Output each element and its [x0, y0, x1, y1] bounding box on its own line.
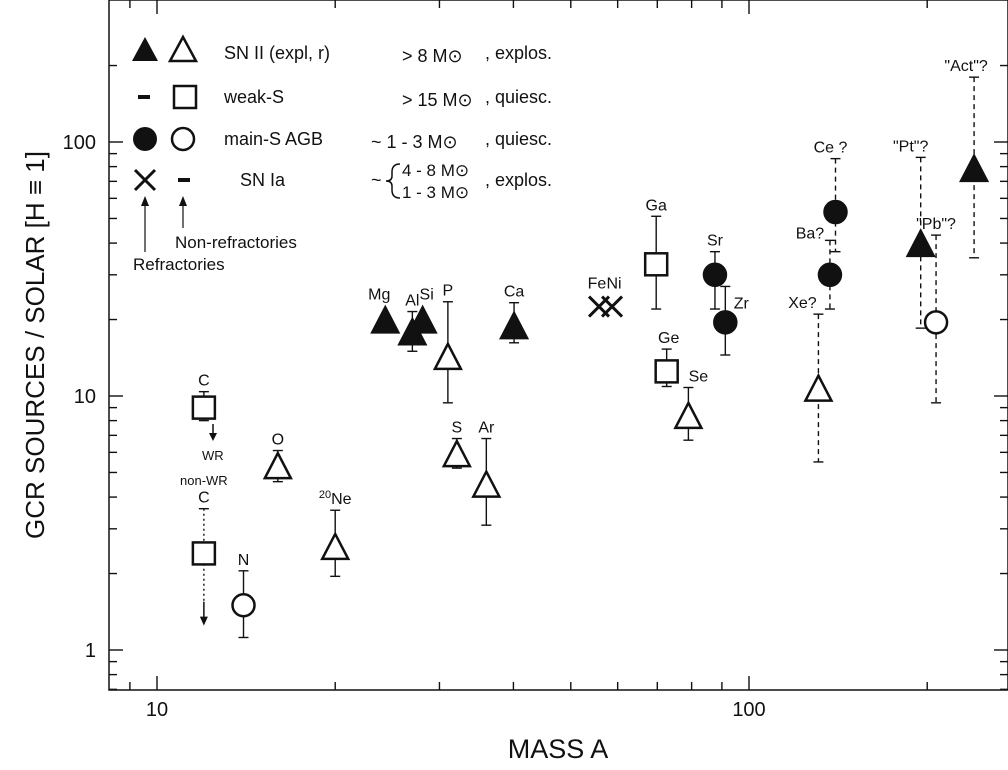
plot-frame [108, 0, 1008, 691]
point-label: Ba? [796, 225, 825, 242]
legend-row-1-mass: > 8 M⊙ [402, 46, 463, 66]
point-label: Ge [658, 330, 679, 347]
point-label: Si [420, 286, 434, 303]
point-label: 20Ne [319, 489, 352, 508]
point-ar-10 [471, 468, 502, 498]
point-label: Ca [504, 284, 525, 301]
legend-row-3-mode: , quiesc. [485, 129, 552, 149]
point-label: Zr [734, 295, 750, 312]
point-label: O [272, 432, 284, 449]
legend-row-1-mode: , explos. [485, 43, 552, 63]
wr-arrowhead-icon [209, 433, 217, 441]
point-n-2 [231, 593, 256, 618]
legend-row-4-mass-a: 4 - 8 M⊙ [402, 161, 469, 180]
point-label: Fe [588, 276, 607, 293]
point-label: "Act"? [944, 58, 987, 75]
y-axis-label: GCR SOURCES / SOLAR [H ≡ 1] [20, 151, 50, 539]
point-ce-21 [823, 199, 848, 225]
legend-row-2-mass: > 15 M⊙ [402, 90, 473, 110]
point-xe-19 [803, 372, 834, 402]
point-label: C [198, 490, 210, 507]
y-tick-label: 100 [63, 132, 96, 154]
upper-limit-arrowhead [199, 616, 208, 626]
point-20ne-4 [320, 531, 351, 561]
y-tick-label: 10 [74, 386, 96, 408]
legend-row-2-label: weak-S [223, 87, 284, 107]
point-label: Mg [368, 286, 390, 303]
point-pt-22 [905, 228, 936, 258]
non-refractories-note: Non-refractories [175, 233, 297, 252]
point-ge-15 [654, 359, 679, 384]
point-label: Se [689, 369, 709, 386]
point-s-9 [441, 438, 472, 468]
non-wr-note: non-WR [180, 473, 228, 488]
legend-filled-triangle-icon [132, 37, 158, 61]
point-ni-13 [600, 295, 624, 318]
point-pb-23 [923, 310, 949, 335]
point-c-1 [191, 541, 217, 566]
point-ga-14 [643, 252, 669, 277]
legend: SN II (expl, r) > 8 M⊙ , explos. weak-S … [132, 34, 552, 274]
legend-row-3-mass: ~ 1 - 3 M⊙ [371, 132, 458, 152]
point-se-16 [673, 400, 704, 430]
x-axis-label: MASS A [508, 734, 609, 764]
point-label: N [238, 552, 250, 569]
point-o-3 [262, 450, 293, 480]
point-sr-17 [702, 262, 728, 288]
point-p-8 [432, 341, 463, 371]
point-label: Xe? [788, 295, 817, 312]
legend-open-circle-icon [170, 126, 196, 152]
non-refractories-arrowhead-icon [179, 196, 187, 206]
point-label: C [198, 373, 210, 390]
point-ba-20 [817, 262, 843, 288]
data-marks: C C N O 20Ne Mg Al Si P S Ar Ca Fe Ni Ga Ge Se Sr Zr Xe? Ba?… [191, 58, 990, 639]
legend-row-4-mode: , explos. [485, 170, 552, 190]
y-tick-label: 1 [85, 640, 96, 662]
point-zr-18 [713, 310, 738, 335]
point-c-0 [191, 395, 217, 420]
legend-cross-icon [133, 168, 157, 192]
legend-brace-icon [385, 163, 401, 199]
legend-row-3-label: main-S AGB [224, 129, 323, 149]
point-label: Ga [646, 197, 667, 214]
legend-row-4-tilde: ~ [371, 170, 382, 190]
point-label: Al [405, 293, 419, 310]
legend-row-1-label: SN II (expl, r) [224, 43, 330, 63]
refractories-note: Refractories [133, 255, 225, 274]
legend-row-4-label: SN Ia [240, 170, 286, 190]
wr-note: WR [202, 448, 224, 463]
point-label: "Pb"? [916, 216, 956, 233]
refractories-arrowhead-icon [141, 196, 149, 206]
point-ca-11 [499, 310, 530, 340]
point-label: Ni [606, 276, 621, 293]
point-label: Ar [478, 420, 495, 437]
point-act-24 [959, 153, 990, 183]
x-tick-label: 100 [732, 699, 765, 721]
point-label: S [452, 420, 463, 437]
point-label: "Pt"? [893, 138, 928, 155]
point-label: Ce ? [814, 140, 848, 157]
point-label: P [443, 283, 454, 300]
point-mg-5 [370, 304, 401, 334]
point-label: Sr [707, 233, 724, 250]
axis-ticks: 10 100 1 10 100 [63, 0, 1008, 721]
point-si-7 [407, 304, 438, 334]
legend-row-4-mass-b: 1 - 3 M⊙ [402, 183, 469, 202]
legend-row-2-mode: , quiesc. [485, 87, 552, 107]
legend-open-triangle-icon [167, 34, 199, 63]
legend-filled-circle-icon [133, 127, 157, 151]
x-tick-label: 10 [146, 699, 168, 721]
legend-open-square-icon [172, 84, 198, 110]
